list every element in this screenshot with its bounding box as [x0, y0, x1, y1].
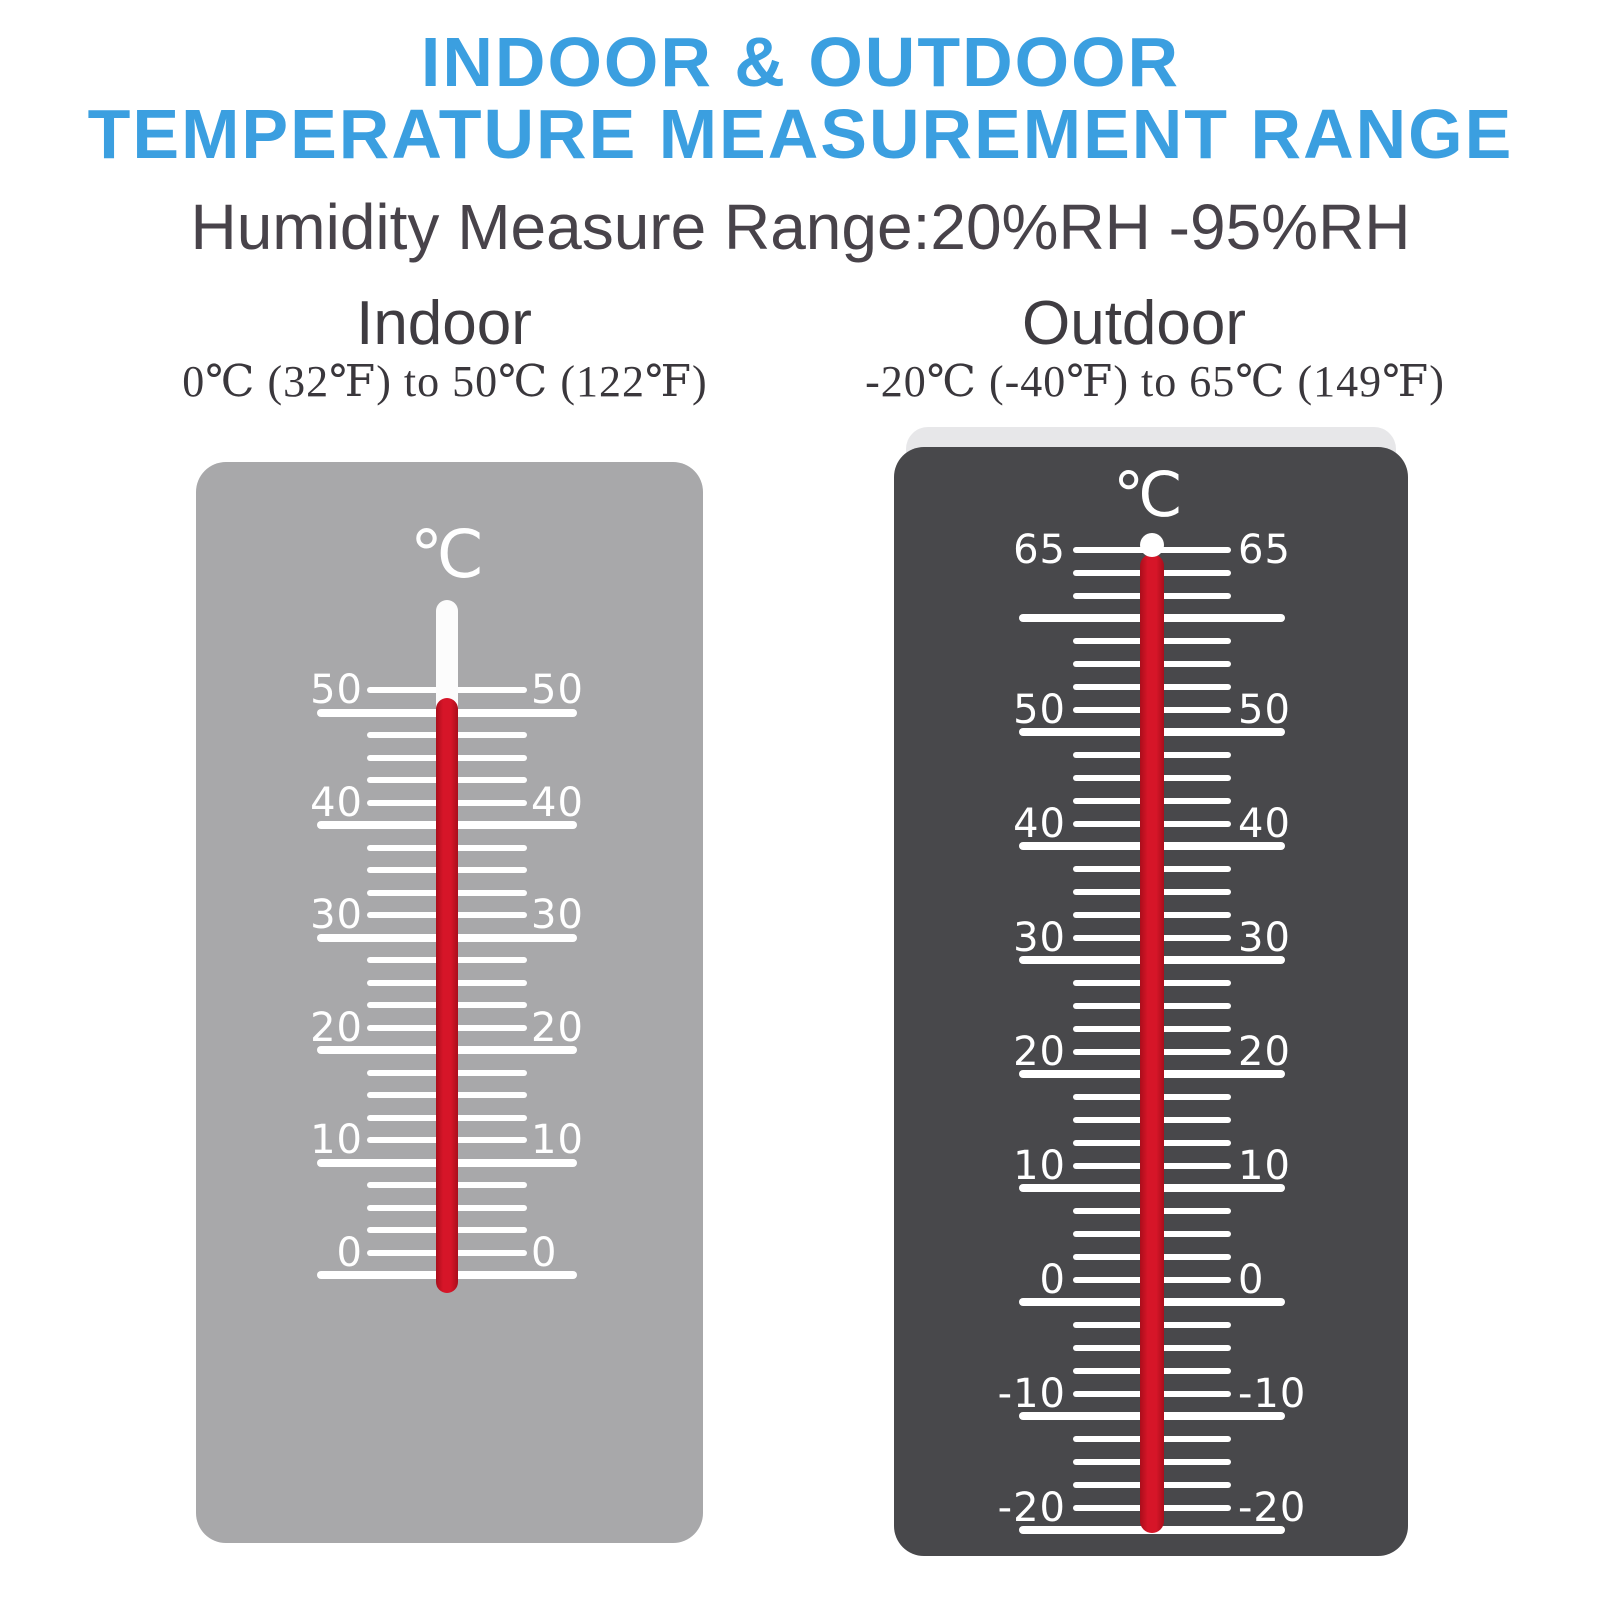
indoor-heading: Indoor [356, 289, 532, 358]
indoor-celsius-symbol: ℃ [409, 516, 485, 593]
indoor-mercury-column [436, 698, 458, 1293]
scale-label-right: 40 [1238, 800, 1291, 847]
scale-label-left: 0 [336, 1229, 363, 1276]
scale-label-left: 50 [310, 667, 363, 713]
indoor-tube-glass [436, 600, 458, 718]
scale-label-right: 0 [531, 1229, 558, 1276]
scale-label-left: -10 [997, 1370, 1066, 1417]
scale-label-right: 0 [1238, 1256, 1265, 1303]
scale-label-right: 40 [531, 779, 584, 826]
scale-label-left: 50 [1013, 686, 1066, 733]
scale-label-left: 40 [310, 779, 363, 826]
humidity-range-subtitle: Humidity Measure Range:20%RH -95%RH [190, 191, 1411, 263]
scale-label-right: 30 [1238, 914, 1291, 961]
outdoor-celsius-symbol: ℃ [1113, 458, 1183, 531]
scale-label-left: -20 [997, 1484, 1066, 1531]
scale-label-left: 20 [310, 1004, 363, 1051]
scale-label-right: 50 [1238, 686, 1291, 733]
scale-label-left: 30 [310, 892, 363, 938]
scale-label-left: 20 [1013, 1028, 1066, 1075]
scale-label-right: 30 [531, 892, 584, 938]
scale-label-left: 40 [1013, 800, 1066, 847]
scale-label-right: -20 [1238, 1484, 1307, 1531]
outdoor-heading: Outdoor [1021, 289, 1247, 358]
outdoor-temperature-range: -20℃ (-40℉) to 65℃ (149℉) [865, 357, 1445, 406]
scale-label-right: -10 [1238, 1370, 1307, 1417]
outdoor-tube-top-bulb-icon [1140, 533, 1164, 557]
scale-label-right: 65 [1238, 527, 1291, 573]
scale-label-right: 20 [1238, 1028, 1291, 1075]
scale-label-right: 10 [531, 1117, 584, 1163]
scale-label-right: 10 [1238, 1142, 1291, 1189]
outdoor-mercury-column [1140, 554, 1164, 1533]
scale-label-left: 0 [1039, 1256, 1066, 1303]
scale-label-right: 50 [531, 667, 584, 713]
title-line-2: TEMPERATURE MEASUREMENT RANGE [87, 95, 1514, 173]
scale-label-left: 10 [310, 1117, 363, 1163]
title-line-1: INDOOR & OUTDOOR [420, 23, 1181, 101]
indoor-temperature-range: 0℃ (32℉) to 50℃ (122℉) [182, 357, 708, 406]
scale-label-left: 30 [1013, 914, 1066, 961]
scale-label-right: 20 [531, 1004, 584, 1051]
scale-label-left: 65 [1013, 527, 1066, 573]
scale-label-left: 10 [1013, 1142, 1066, 1189]
